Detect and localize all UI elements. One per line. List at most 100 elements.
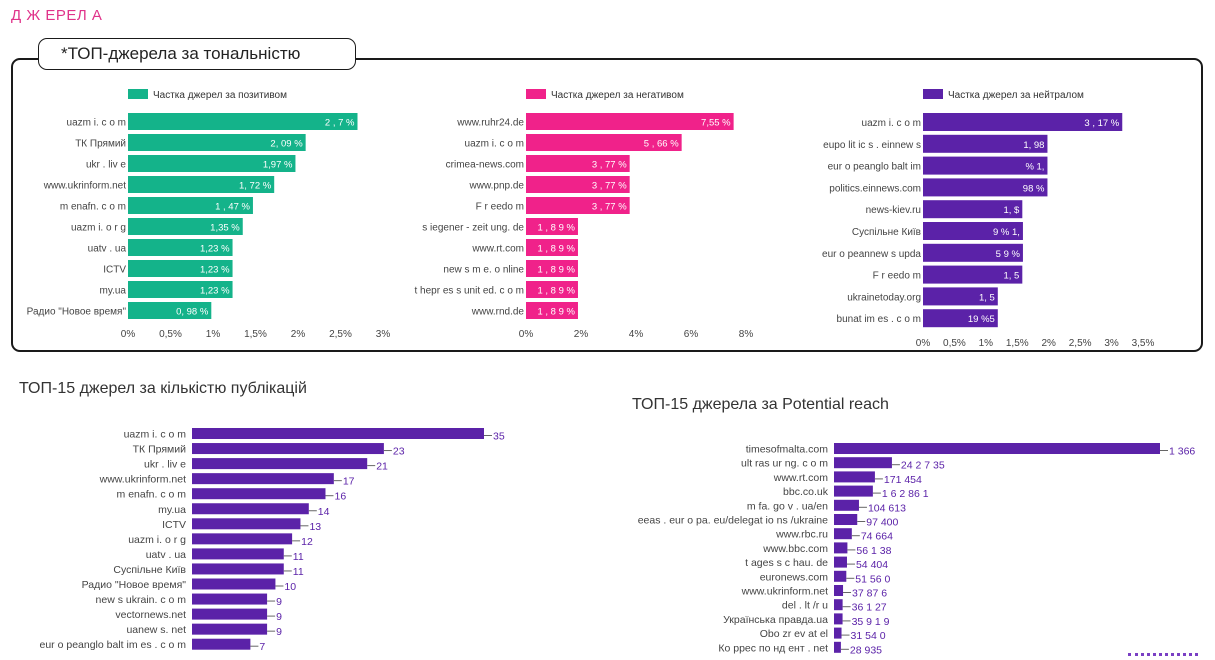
top15-publications-title: ТОП-15 джерел за кількістю публікацій bbox=[19, 380, 307, 397]
publications-bar bbox=[192, 533, 293, 545]
publications-category-label: my.ua bbox=[158, 504, 186, 516]
neutral-category-label: news-kiev.ru bbox=[866, 205, 921, 216]
reach-value-label: 54 404 bbox=[856, 559, 888, 571]
neutral-legend-label: Частка джерел за нейтралом bbox=[948, 90, 1084, 101]
publications-category-label: uatv . ua bbox=[146, 549, 186, 561]
reach-value-label: 1 6 2 86 1 bbox=[882, 488, 929, 500]
positive-category-label: www.ukrinform.net bbox=[43, 181, 126, 192]
negative-value-label: 3 , 77 % bbox=[592, 202, 627, 213]
neutral-value-label: % 1, bbox=[1025, 162, 1044, 173]
neutral-value-label: 1, 98 bbox=[1023, 140, 1044, 151]
reach-bar bbox=[834, 471, 875, 483]
negative-value-label: 7,55 % bbox=[701, 118, 731, 129]
publications-value-label: 16 bbox=[334, 491, 346, 503]
negative-value-label: 1 , 8 9 % bbox=[537, 244, 575, 255]
reach-bar bbox=[834, 556, 847, 568]
negative-category-label: www.rt.com bbox=[471, 244, 524, 255]
neutral-category-label: eur o peannew s upda bbox=[822, 249, 921, 260]
reach-bar bbox=[834, 542, 848, 554]
reach-value-label: 74 664 bbox=[861, 531, 893, 543]
neutral-category-label: bunat im es . c o m bbox=[837, 314, 921, 325]
negative-bar bbox=[526, 176, 630, 193]
positive-bar bbox=[128, 113, 358, 130]
neutral-bar bbox=[923, 309, 998, 328]
publications-category-label: Радио "Новое время" bbox=[82, 579, 187, 591]
reach-category-label: www.ukrinform.net bbox=[741, 586, 828, 598]
publications-bar bbox=[192, 488, 326, 500]
sentiment-tab-title: *ТОП-джерела за тональністю bbox=[38, 38, 356, 70]
neutral-bar bbox=[923, 178, 1048, 197]
negative-category-label: new s m e. o nline bbox=[443, 265, 524, 276]
reach-value-label: 35 9 1 9 bbox=[852, 616, 890, 628]
positive-category-label: ТК Прямий bbox=[75, 139, 126, 150]
publications-category-label: uazm i. c o m bbox=[124, 429, 187, 441]
publications-bar bbox=[192, 503, 309, 515]
neutral-tick-label: 1% bbox=[979, 338, 994, 349]
publications-bar bbox=[192, 548, 284, 560]
positive-category-label: uazm i. c o m bbox=[67, 118, 126, 129]
neutral-bar bbox=[923, 222, 1023, 240]
negative-legend-swatch bbox=[526, 89, 546, 99]
neutral-bar bbox=[923, 287, 998, 306]
reach-category-label: www.rt.com bbox=[773, 472, 829, 484]
reach-category-label: t ages s c hau. de bbox=[745, 557, 828, 569]
positive-tick-label: 3% bbox=[376, 329, 391, 340]
publications-bar bbox=[192, 608, 268, 620]
publications-value-label: 14 bbox=[318, 506, 330, 518]
positive-value-label: 1,97 % bbox=[263, 160, 293, 171]
negative-value-label: 1 , 8 9 % bbox=[537, 223, 575, 234]
positive-value-label: 2 , 7 % bbox=[325, 118, 355, 129]
neutral-bar bbox=[923, 200, 1023, 219]
neutral-value-label: 19 %5 bbox=[968, 314, 995, 325]
publications-value-label: 9 bbox=[276, 611, 282, 623]
reach-category-label: Ко ррес по нд ент . net bbox=[718, 642, 828, 654]
publications-category-label: www.ukrinform.net bbox=[99, 474, 186, 486]
positive-bar bbox=[128, 302, 212, 319]
reach-value-label: 24 2 7 35 bbox=[901, 460, 945, 472]
reach-bar bbox=[834, 599, 843, 611]
reach-category-label: del . lt /r u bbox=[782, 600, 828, 612]
reach-value-label: 31 54 0 bbox=[851, 630, 886, 642]
publications-bar bbox=[192, 458, 368, 470]
reach-bar bbox=[834, 641, 841, 653]
positive-tick-label: 2% bbox=[291, 329, 306, 340]
neutral-tick-label: 3,5% bbox=[1132, 338, 1155, 349]
page-header: Д Ж ЕРЕЛ А bbox=[11, 7, 103, 24]
publications-category-label: m enafn. c o m bbox=[117, 489, 187, 501]
negative-value-label: 1 , 8 9 % bbox=[537, 286, 575, 297]
negative-category-label: s iegener - zeit ung. de bbox=[422, 223, 524, 234]
negative-value-label: 1 , 8 9 % bbox=[537, 307, 575, 318]
publications-bar bbox=[192, 473, 334, 485]
reach-value-label: 36 1 27 bbox=[852, 602, 887, 614]
publications-category-label: new s ukrain. c o m bbox=[96, 594, 187, 606]
neutral-tick-label: 0% bbox=[916, 338, 931, 349]
publications-bar bbox=[192, 563, 284, 575]
publications-bar bbox=[192, 593, 268, 605]
positive-category-label: Радио "Новое время" bbox=[27, 307, 127, 318]
reach-value-label: 56 1 38 bbox=[856, 545, 891, 557]
negative-bar bbox=[526, 197, 630, 214]
positive-category-label: ICTV bbox=[103, 265, 126, 276]
neutral-legend-swatch bbox=[923, 89, 943, 99]
publications-category-label: ukr . liv e bbox=[144, 459, 186, 471]
neutral-tick-label: 3% bbox=[1104, 338, 1119, 349]
negative-value-label: 3 , 77 % bbox=[592, 160, 627, 171]
negative-bar bbox=[526, 239, 578, 256]
negative-bar bbox=[526, 155, 630, 172]
neutral-bar bbox=[923, 113, 1123, 131]
reach-category-label: www.rbc.ru bbox=[775, 529, 828, 541]
neutral-category-label: F r eedo m bbox=[873, 271, 921, 282]
neutral-bar bbox=[923, 265, 1023, 284]
positive-bar bbox=[128, 281, 233, 298]
positive-value-label: 1,23 % bbox=[200, 265, 230, 276]
neutral-value-label: 3 , 17 % bbox=[1084, 118, 1119, 129]
neutral-category-label: eur o peanglo balt im bbox=[828, 162, 921, 173]
reach-category-label: timesofmalta.com bbox=[746, 444, 829, 456]
reach-bar bbox=[834, 585, 844, 596]
positive-value-label: 1, 72 % bbox=[239, 181, 272, 192]
neutral-category-label: Суспільне Київ bbox=[852, 227, 921, 238]
negative-bar bbox=[526, 281, 578, 298]
reach-category-label: m fa. go v . ua/en bbox=[747, 500, 828, 512]
neutral-value-label: 9 % 1, bbox=[993, 227, 1020, 238]
